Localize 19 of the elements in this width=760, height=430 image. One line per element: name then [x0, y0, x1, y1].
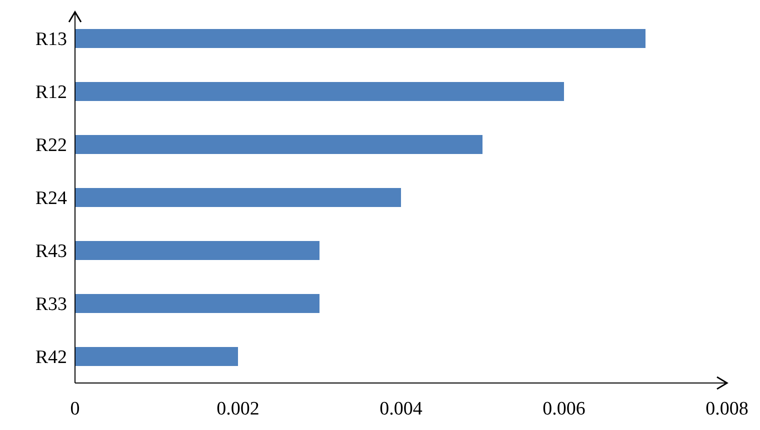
bar — [75, 135, 482, 154]
bar — [75, 241, 320, 260]
y-tick-label: R43 — [35, 241, 67, 262]
x-tick-label: 0 — [70, 398, 80, 420]
x-tick-label: 0.002 — [216, 398, 260, 420]
y-tick-label: R22 — [35, 135, 67, 156]
y-tick-label: R13 — [35, 29, 67, 50]
y-tick-label: R42 — [35, 347, 67, 368]
x-tick-label: 0.004 — [380, 398, 423, 420]
bar — [75, 188, 401, 207]
bar — [75, 82, 564, 101]
bar — [75, 347, 238, 366]
x-tick-label: 0.008 — [706, 398, 748, 420]
bar — [75, 29, 646, 48]
bar — [75, 294, 320, 313]
y-tick-label: R24 — [35, 188, 68, 210]
y-tick-label: R12 — [35, 82, 67, 104]
x-tick-label: 0.006 — [542, 398, 586, 420]
y-tick-label: R33 — [35, 294, 67, 316]
